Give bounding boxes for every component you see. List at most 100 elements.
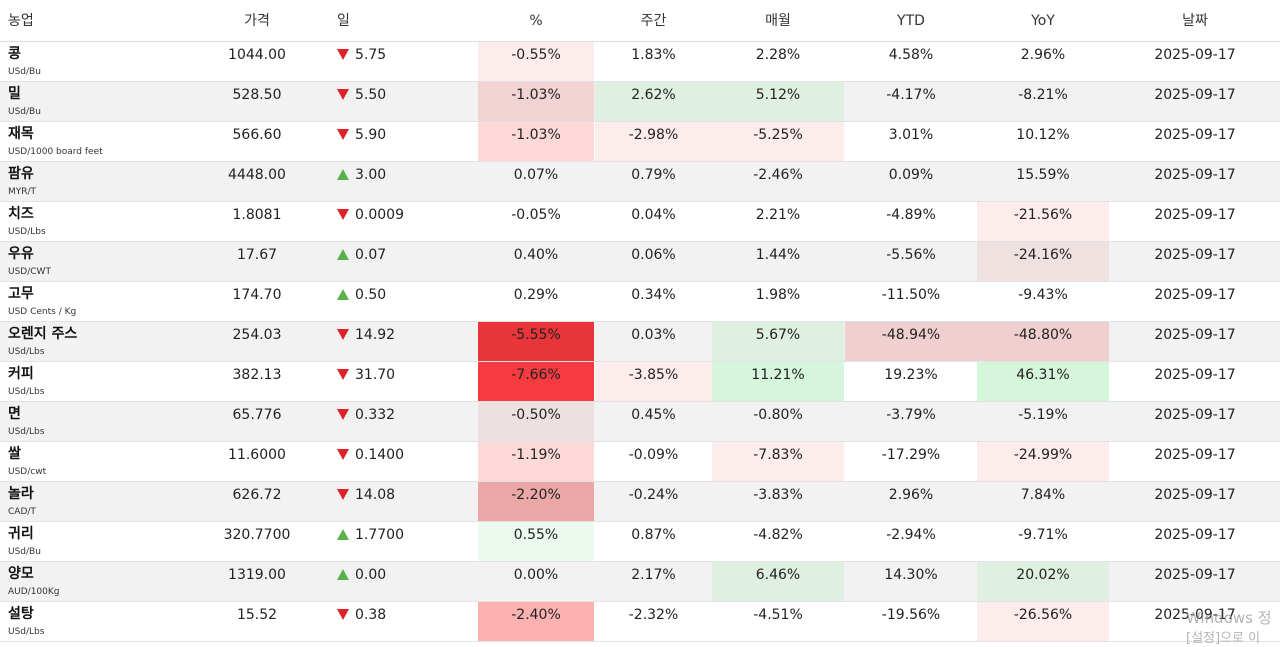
date-cell: 2025-09-17 [1110, 602, 1280, 641]
day-change-cell: 1.7700 [337, 522, 477, 561]
date-cell: 2025-09-17 [1110, 522, 1280, 561]
day-change-value: 0.07 [355, 247, 387, 263]
pct-value: 0.07% [513, 167, 559, 183]
ytd-value: -4.89% [886, 207, 936, 223]
ytd-cell: -48.94% [845, 322, 977, 361]
header-monthly[interactable]: 매월 [765, 13, 791, 29]
yoy-cell: -9.43% [977, 282, 1109, 321]
date-cell: 2025-09-17 [1110, 362, 1280, 401]
commodity-name-cell: 우유 USD/CWT [0, 242, 198, 281]
commodity-name[interactable]: 팜유 [8, 166, 34, 182]
date-value: 2025-09-17 [1154, 127, 1236, 143]
yoy-value: -48.80% [1013, 327, 1073, 343]
commodity-unit: USd/Lbs [8, 627, 45, 637]
yoy-value: -5.19% [1018, 407, 1068, 423]
yoy-value: 7.84% [1020, 487, 1066, 503]
commodity-name[interactable]: 놀라 [8, 486, 34, 502]
day-change-cell: 0.50 [337, 282, 477, 321]
commodity-name[interactable]: 귀리 [8, 526, 34, 542]
weekly-cell: -0.24% [595, 482, 712, 521]
commodity-name[interactable]: 양모 [8, 566, 34, 582]
header-name[interactable]: 농업 [8, 13, 34, 29]
triangle-up-icon [337, 249, 349, 260]
price-cell: 15.52 [198, 602, 316, 641]
commodity-unit: CAD/T [8, 507, 36, 517]
table-row[interactable]: 쌀 USD/cwt 11.6000 0.1400 -1.19% -0.09% -7.83% -… [0, 442, 1280, 482]
day-change-value: 0.50 [355, 287, 387, 303]
commodity-unit: USd/Bu [8, 67, 41, 77]
triangle-up-icon [337, 169, 349, 180]
table-header: 농업 가격 일 % 주간 매월 YTD YoY 날짜 [0, 0, 1280, 42]
ytd-value: -5.56% [886, 247, 936, 263]
commodity-name[interactable]: 면 [8, 406, 21, 422]
weekly-cell: 2.17% [595, 562, 712, 601]
table-row[interactable]: 팜유 MYR/T 4448.00 3.00 0.07% 0.79% -2.46% 0.09% 1… [0, 162, 1280, 202]
monthly-value: -5.25% [753, 127, 803, 143]
commodity-name-cell: 팜유 MYR/T [0, 162, 198, 201]
day-change-cell: 0.1400 [337, 442, 477, 481]
table-row[interactable]: 오렌지 주스 USd/Lbs 254.03 14.92 -5.55% 0.03% 5.67%… [0, 322, 1280, 362]
pct-cell: -1.19% [478, 442, 594, 481]
table-row[interactable]: 설탕 USd/Lbs 15.52 0.38 -2.40% -2.32% -4.51% -19.… [0, 602, 1280, 642]
commodity-name-cell: 고무 USD Cents / Kg [0, 282, 198, 321]
monthly-value: -7.83% [753, 447, 803, 463]
commodity-name[interactable]: 오렌지 주스 [8, 326, 78, 342]
header-price[interactable]: 가격 [244, 13, 270, 29]
ytd-cell: -5.56% [845, 242, 977, 281]
day-change-value: 1.7700 [355, 527, 404, 543]
pct-cell: 0.00% [478, 562, 594, 601]
monthly-cell: -5.25% [712, 122, 844, 161]
yoy-value: -21.56% [1013, 207, 1073, 223]
yoy-cell: 15.59% [977, 162, 1109, 201]
header-ytd[interactable]: YTD [897, 13, 925, 29]
monthly-cell: -4.82% [712, 522, 844, 561]
weekly-value: 0.04% [631, 207, 676, 223]
price-cell: 320.7700 [198, 522, 316, 561]
day-change-cell: 0.38 [337, 602, 477, 641]
weekly-cell: 0.04% [595, 202, 712, 241]
date-value: 2025-09-17 [1154, 487, 1236, 503]
table-row[interactable]: 우유 USD/CWT 17.67 0.07 0.40% 0.06% 1.44% -5.56% -… [0, 242, 1280, 282]
commodity-name[interactable]: 우유 [8, 246, 34, 262]
commodity-name[interactable]: 치즈 [8, 206, 34, 222]
table-row[interactable]: 밀 USd/Bu 528.50 5.50 -1.03% 2.62% 5.12% -4.17% -… [0, 82, 1280, 122]
table-row[interactable]: 콩 USd/Bu 1044.00 5.75 -0.55% 1.83% 2.28% 4.58% 2… [0, 42, 1280, 82]
yoy-cell: -8.21% [977, 82, 1109, 121]
day-change-cell: 0.0009 [337, 202, 477, 241]
commodity-unit: USD/cwt [8, 467, 47, 477]
table-row[interactable]: 귀리 USd/Bu 320.7700 1.7700 0.55% 0.87% -4.82% -2… [0, 522, 1280, 562]
price-value: 254.03 [232, 327, 282, 343]
header-pct[interactable]: % [529, 13, 543, 29]
commodity-name[interactable]: 밀 [8, 86, 21, 102]
commodity-name[interactable]: 커피 [8, 366, 34, 382]
table-row[interactable]: 놀라 CAD/T 626.72 14.08 -2.20% -0.24% -3.83% 2.96… [0, 482, 1280, 522]
pct-cell: -7.66% [478, 362, 594, 401]
triangle-down-icon [337, 89, 349, 100]
commodity-name[interactable]: 재목 [8, 126, 34, 142]
commodity-name[interactable]: 설탕 [8, 606, 34, 622]
table-row[interactable]: 면 USd/Lbs 65.776 0.332 -0.50% 0.45% -0.80% -3.7… [0, 402, 1280, 442]
ytd-value: -11.50% [881, 287, 941, 303]
price-cell: 65.776 [198, 402, 316, 441]
ytd-value: -17.29% [881, 447, 941, 463]
commodity-name[interactable]: 고무 [8, 286, 34, 302]
header-date[interactable]: 날짜 [1182, 13, 1208, 29]
day-change-value: 0.00 [355, 567, 387, 583]
day-change-cell: 5.90 [337, 122, 477, 161]
header-weekly[interactable]: 주간 [640, 13, 667, 29]
monthly-cell: 2.21% [712, 202, 844, 241]
table-row[interactable]: 재목 USD/1000 board feet 566.60 5.90 -1.03% -2.… [0, 122, 1280, 162]
table-row[interactable]: 양모 AUD/100Kg 1319.00 0.00 0.00% 2.17% 6.46% 14.… [0, 562, 1280, 602]
table-row[interactable]: 커피 USd/Lbs 382.13 31.70 -7.66% -3.85% 11.21% 19… [0, 362, 1280, 402]
commodity-name[interactable]: 콩 [8, 46, 21, 62]
commodity-name[interactable]: 쌀 [8, 446, 21, 462]
monthly-cell: 5.67% [712, 322, 844, 361]
header-yoy[interactable]: YoY [1031, 13, 1055, 29]
triangle-down-icon [337, 409, 349, 420]
monthly-value: 5.12% [755, 87, 801, 103]
pct-cell: 0.55% [478, 522, 594, 561]
table-row[interactable]: 치즈 USD/Lbs 1.8081 0.0009 -0.05% 0.04% 2.21% -4.… [0, 202, 1280, 242]
table-row[interactable]: 고무 USD Cents / Kg 174.70 0.50 0.29% 0.34% 1.98… [0, 282, 1280, 322]
header-day[interactable]: 일 [337, 13, 350, 29]
monthly-cell: 1.98% [712, 282, 844, 321]
